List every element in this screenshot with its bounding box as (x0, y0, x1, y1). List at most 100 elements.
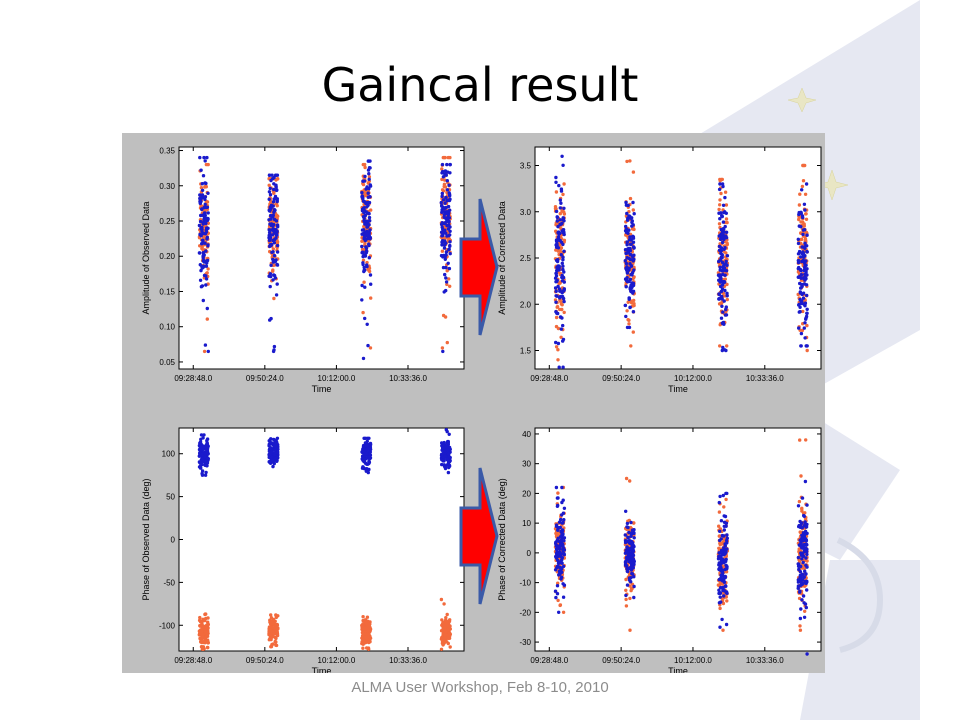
data-point-series-a (632, 575, 636, 579)
data-point-series-a (445, 458, 449, 462)
data-point-series-a (623, 563, 628, 567)
data-point-series-a (365, 436, 370, 440)
data-point-series-a (722, 280, 727, 284)
data-point-series-a (627, 228, 631, 232)
data-point-series-a (561, 544, 565, 549)
data-point-series-b (361, 635, 365, 639)
data-point-series-a (804, 317, 808, 321)
data-point-series-a (725, 254, 730, 258)
data-point-series-a (363, 316, 367, 321)
data-point-series-a (798, 267, 803, 272)
data-point-series-b (204, 630, 208, 635)
data-point-series-a (805, 522, 809, 527)
data-point-series-a (724, 557, 728, 562)
data-point-series-a (624, 314, 628, 319)
data-point-series-a (720, 230, 725, 234)
data-point-series-a (799, 331, 804, 336)
data-point-series-b (363, 241, 367, 245)
data-point-series-b (205, 317, 209, 321)
data-point-series-a (271, 278, 275, 282)
data-point-series-a (559, 201, 563, 205)
y-tick-label: 3.0 (520, 208, 532, 217)
data-point-series-a (365, 225, 369, 229)
data-point-series-b (363, 165, 367, 170)
data-point-series-a (268, 446, 273, 450)
data-point-series-b (800, 184, 805, 189)
data-point-series-a (625, 251, 629, 255)
data-point-series-a (632, 528, 636, 532)
data-point-series-b (271, 617, 276, 622)
data-point-series-a (630, 557, 635, 561)
data-point-series-a (362, 179, 367, 183)
data-point-series-b (559, 302, 564, 306)
data-point-series-b (440, 618, 444, 622)
data-point-series-a (361, 443, 366, 448)
data-point-series-a (723, 273, 727, 277)
data-point-series-a (630, 552, 635, 557)
data-point-series-a (271, 200, 276, 204)
data-point-series-a (798, 281, 802, 286)
data-point-series-a (629, 264, 634, 268)
scatter-plot-4: -30 -20 -10 0 10 20 30 40 09:28:48.0 09:50:24.0 10… (497, 427, 822, 673)
data-point-series-a (724, 622, 729, 627)
data-point-series-a (803, 479, 808, 484)
data-point-series-b (363, 620, 367, 624)
data-point-series-b (369, 296, 373, 300)
data-point-series-a (632, 595, 636, 600)
data-point-series-a (271, 213, 275, 217)
data-point-series-a (562, 518, 566, 522)
y-tick-label: 50 (166, 493, 175, 502)
data-point-series-a (800, 496, 805, 500)
y-tick-label: 2.0 (520, 300, 532, 309)
data-point-series-a (272, 273, 277, 278)
data-point-series-a (440, 162, 445, 167)
data-point-series-a (364, 448, 369, 452)
data-point-series-a (556, 284, 560, 289)
data-point-series-a (797, 523, 801, 528)
data-point-series-a (802, 228, 807, 232)
data-point-series-b (626, 318, 630, 322)
data-point-series-a (205, 155, 209, 160)
data-point-series-a (625, 240, 629, 244)
x-tick-label: 10:12:00.0 (674, 374, 712, 383)
data-point-series-a (361, 262, 365, 267)
data-point-series-a (440, 240, 444, 244)
data-point-series-a (721, 184, 725, 189)
data-point-series-a (275, 199, 279, 204)
data-point-series-a (561, 339, 565, 343)
data-point-series-a (363, 268, 367, 272)
data-point-series-a (624, 203, 629, 207)
data-point-series-a (366, 191, 370, 195)
data-point-series-a (366, 159, 370, 163)
data-point-series-a (804, 269, 808, 273)
data-point-series-a (802, 543, 806, 547)
data-point-series-b (361, 615, 365, 619)
data-point-series-a (554, 485, 559, 490)
data-point-series-a (561, 258, 565, 262)
data-point-series-a (722, 589, 727, 593)
data-point-series-a (721, 345, 725, 350)
data-point-series-a (562, 219, 566, 223)
data-point-series-a (560, 221, 564, 226)
data-point-series-b (718, 177, 722, 182)
data-point-series-a (271, 349, 276, 354)
x-tick-label: 10:12:00.0 (674, 656, 712, 665)
data-point-series-a (556, 536, 560, 540)
data-point-series-a (554, 554, 559, 558)
data-point-series-b (559, 335, 563, 339)
data-point-series-a (805, 249, 809, 254)
data-point-series-a (717, 187, 722, 192)
data-point-series-a (719, 550, 724, 554)
data-point-series-a (267, 460, 271, 464)
data-point-series-a (559, 187, 564, 191)
data-point-series-a (562, 506, 567, 510)
data-point-series-a (441, 452, 445, 456)
data-point-series-a (627, 530, 631, 535)
data-point-series-a (561, 264, 565, 268)
data-point-series-a (447, 445, 452, 450)
data-point-series-a (203, 452, 207, 456)
data-point-series-a (444, 250, 449, 254)
data-point-series-a (799, 544, 803, 548)
data-point-series-b (367, 175, 372, 179)
data-point-series-a (368, 195, 372, 199)
